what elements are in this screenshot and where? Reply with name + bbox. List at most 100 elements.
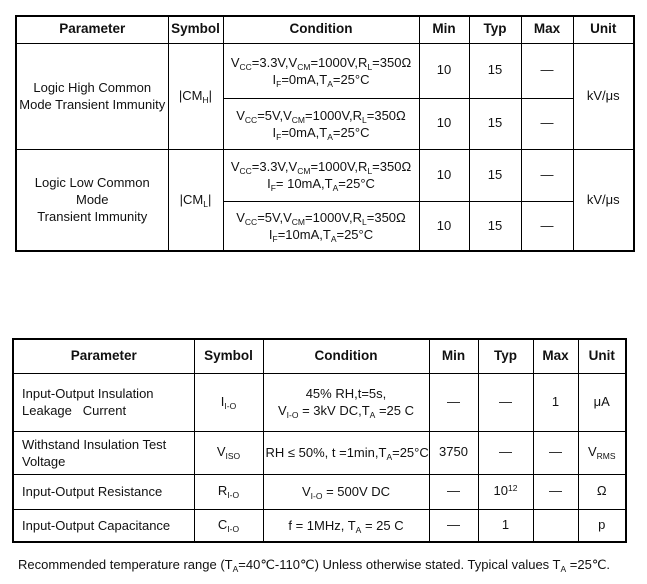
parameter-cell-withstand-voltage: Withstand Insulation Test Voltage <box>12 430 195 475</box>
transient-immunity-table: Parameter Symbol Condition Min Typ Max U… <box>15 15 635 252</box>
col-header-parameter: Parameter <box>12 338 195 374</box>
condition-line: RH ≤ 50%, t =1min,TA=25°C <box>265 445 429 462</box>
condition-line: IF=0mA,TA=25°C <box>272 124 370 142</box>
condition-cell: VCC=3.3V,VCM=1000V,RL=350Ω IF=0mA,TA=25°… <box>222 42 420 99</box>
parameter-line: Withstand Insulation Test <box>22 436 167 452</box>
min-cell: 10 <box>418 148 470 202</box>
typ-cell: 1 <box>477 508 534 543</box>
condition-cell: VCC=5V,VCM=1000V,RL=350Ω IF=0mA,TA=25°C <box>222 97 420 150</box>
col-header-unit: Unit <box>572 15 635 44</box>
condition-line: VCC=5V,VCM=1000V,RL=350Ω <box>236 107 406 125</box>
unit-cell: Ω <box>577 473 627 510</box>
symbol-cell-iio: II-O <box>193 372 264 432</box>
table-row: Logic Low Common Mode Transient Immunity… <box>15 148 635 252</box>
col-header-symbol: Symbol <box>167 15 224 44</box>
unit-cell: p <box>577 508 627 543</box>
table-row: Logic High Common Mode Transient Immunit… <box>15 42 635 150</box>
symbol-cell-viso: VISO <box>193 430 264 475</box>
condition-cell: RH ≤ 50%, t =1min,TA=25°C <box>262 430 430 475</box>
condition-cell: f = 1MHz, TA = 25 C <box>262 508 430 543</box>
min-cell: — <box>428 473 479 510</box>
condition-cell: 45% RH,t=5s, VI-O = 3kV DC,TA =25 C <box>262 372 430 432</box>
typ-cell: — <box>477 372 534 432</box>
parameter-cell-resistance: Input-Output Resistance <box>12 473 195 510</box>
parameter-line: Leakage Current <box>22 403 127 418</box>
parameter-cell-capacitance: Input-Output Capacitance <box>12 508 195 543</box>
symbol-cell-rio: RI-O <box>193 473 264 510</box>
table-row: VCC=5V,VCM=1000V,RL=350Ω IF=0mA,TA=25°C … <box>16 97 634 150</box>
max-cell: — <box>520 97 574 150</box>
condition-cell: VI-O = 500V DC <box>262 473 430 510</box>
parameter-line: Voltage <box>22 453 66 469</box>
symbol-cell-cio: CI-O <box>193 508 264 543</box>
insulation-table: Parameter Symbol Condition Min Typ Max U… <box>12 338 627 543</box>
parameter-line: Input-Output Capacitance <box>22 517 171 533</box>
max-cell <box>532 508 579 543</box>
condition-line: VI-O = 500V DC <box>301 484 391 501</box>
parameter-cell-logic-low: Logic Low Common Mode Transient Immunity <box>15 148 169 252</box>
max-cell: 1 <box>532 372 579 432</box>
typ-cell: 1012 <box>477 473 534 510</box>
condition-line: IF= 10mA,TA=25°C <box>267 176 375 193</box>
table-row: Input-Output Capacitance CI-O f = 1MHz, … <box>12 508 627 543</box>
max-cell: — <box>520 148 574 202</box>
table-header-row: Parameter Symbol Condition Min Typ Max U… <box>12 338 627 374</box>
typ-cell: 15 <box>468 97 522 150</box>
col-header-min: Min <box>428 338 479 374</box>
typ-cell: 15 <box>468 200 522 252</box>
max-cell: — <box>520 200 574 252</box>
table-row: Input-Output Insulation Leakage Current … <box>12 372 627 432</box>
col-header-typ: Typ <box>468 15 522 44</box>
condition-line: VCC=5V,VCM=1000V,RL=350Ω <box>236 209 406 227</box>
typ-cell: — <box>477 430 534 475</box>
unit-cell: μA <box>577 372 627 432</box>
col-header-unit: Unit <box>577 338 627 374</box>
condition-line: VCC=3.3V,VCM=1000V,RL=350Ω <box>230 54 412 72</box>
col-header-min: Min <box>418 15 470 44</box>
condition-line: IF=10mA,TA=25°C <box>268 226 374 244</box>
parameter-cell-leakage-current: Input-Output Insulation Leakage Current <box>12 372 195 432</box>
condition-cell: VCC=5V,VCM=1000V,RL=350Ω IF=10mA,TA=25°C <box>222 200 420 252</box>
footer-note: Recommended temperature range (TA=40℃-11… <box>18 557 611 574</box>
col-header-max: Max <box>532 338 579 374</box>
table-header-row: Parameter Symbol Condition Min Typ Max U… <box>15 15 635 44</box>
max-cell: — <box>532 473 579 510</box>
condition-line: IF=0mA,TA=25°C <box>272 71 370 89</box>
parameter-line: Logic High Common <box>33 80 152 95</box>
min-cell: — <box>428 372 479 432</box>
unit-cell: VRMS <box>577 430 627 475</box>
parameter-cell-logic-high: Logic High Common Mode Transient Immunit… <box>15 42 169 150</box>
condition-line: f = 1MHz, TA = 25 C <box>288 517 404 535</box>
unit-cell: kV/μs <box>572 42 635 150</box>
col-header-condition: Condition <box>222 15 420 44</box>
parameter-line: Mode Transient Immunity <box>19 97 166 112</box>
min-cell: 3750 <box>428 430 479 475</box>
unit-cell: kV/μs <box>572 148 635 252</box>
typ-cell: 15 <box>468 148 522 202</box>
condition-cell: VCC=3.3V,VCM=1000V,RL=350Ω IF= 10mA,TA=2… <box>222 148 420 202</box>
table-row: Input-Output Resistance RI-O VI-O = 500V… <box>12 473 627 510</box>
col-header-typ: Typ <box>477 338 534 374</box>
table-row: VCC=5V,VCM=1000V,RL=350Ω IF=10mA,TA=25°C… <box>16 200 634 252</box>
condition-line: 45% RH,t=5s, <box>305 386 387 401</box>
min-cell: 10 <box>418 200 470 252</box>
min-cell: 10 <box>418 42 470 99</box>
table-row: Withstand Insulation Test Voltage VISO R… <box>12 430 627 475</box>
col-header-max: Max <box>520 15 574 44</box>
condition-line: VI-O = 3kV DC,TA =25 C <box>278 403 414 420</box>
parameter-line: Transient Immunity <box>37 209 148 225</box>
max-cell: — <box>532 430 579 475</box>
parameter-line: Input-Output Resistance <box>22 484 163 499</box>
condition-line: VCC=3.3V,VCM=1000V,RL=350Ω <box>230 159 412 176</box>
symbol-cell-cml: |CML| <box>167 148 224 252</box>
col-header-parameter: Parameter <box>15 15 169 44</box>
max-cell: — <box>520 42 574 99</box>
col-header-symbol: Symbol <box>193 338 264 374</box>
symbol-cell-cmh: |CMH| <box>167 42 224 150</box>
min-cell: — <box>428 508 479 543</box>
col-header-condition: Condition <box>262 338 430 374</box>
parameter-line: Input-Output Insulation <box>22 386 154 401</box>
typ-cell: 15 <box>468 42 522 99</box>
parameter-line: Logic Low Common Mode <box>34 175 154 208</box>
